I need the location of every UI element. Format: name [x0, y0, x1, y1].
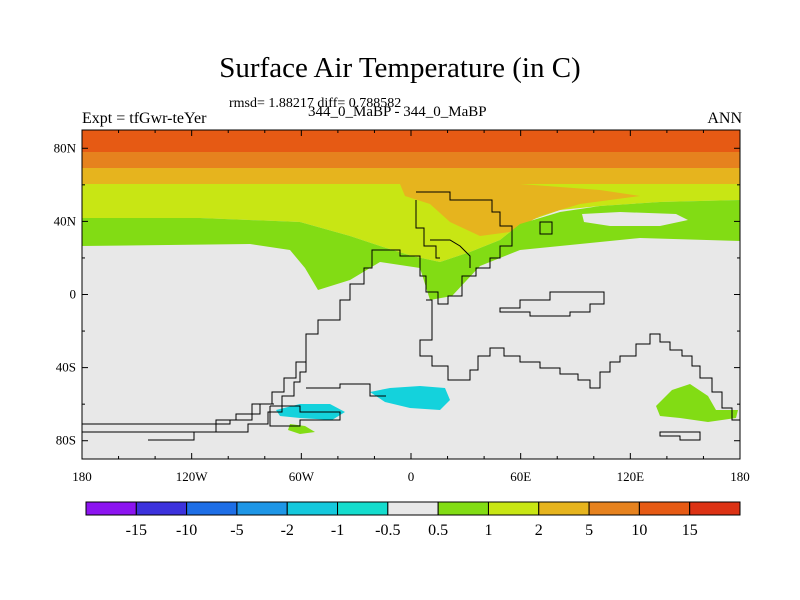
experiment-label: Expt = tfGwr-teYer: [82, 110, 207, 127]
colorbar-label: 10: [631, 522, 647, 539]
colorbar-label: -5: [230, 522, 243, 539]
y-tick-label: 80S: [56, 433, 76, 448]
colorbar-box: [85, 501, 137, 516]
colorbar-box: [337, 501, 389, 516]
colorbar-label: 0.5: [428, 522, 448, 539]
y-tick-label: 0: [70, 287, 77, 302]
colorbar-label: 1: [484, 522, 492, 539]
band-2-orange-patch: [400, 184, 640, 236]
x-tick-label: 120W: [176, 469, 209, 484]
coastline-10: [539, 221, 553, 235]
colorbar-box: [437, 501, 489, 516]
colorbar-label: 5: [585, 522, 593, 539]
y-tick-label: 40N: [54, 213, 77, 228]
colorbar-label: -0.5: [375, 522, 400, 539]
colorbar-box: [638, 501, 691, 516]
colorbar-box: [588, 501, 640, 516]
colorbar-label: -1: [331, 522, 344, 539]
colorbar-label: 2: [535, 522, 543, 539]
comparison-label: 344_0_MaBP - 344_0_MaBP: [308, 104, 487, 120]
band-5: [82, 168, 740, 186]
coastline-7: [306, 383, 386, 397]
colorbar-box: [186, 501, 238, 516]
colorbar-box: [487, 501, 540, 516]
colorbar: -15 -10 -5 -2 -1 -0.5 0.5 1 2 5 10 15: [85, 501, 741, 539]
coastline-2: [430, 239, 471, 268]
y-tick-label: 80N: [54, 140, 77, 155]
coastline-6: [148, 403, 274, 441]
coastlines: [81, 191, 740, 441]
y-tick-label: 40S: [56, 360, 76, 375]
chart-title: Surface Air Temperature (in C): [219, 52, 581, 84]
coastline-8: [659, 431, 701, 441]
x-tick-label: 0: [408, 469, 415, 484]
colorbar-label: -2: [281, 522, 294, 539]
colorbar-label: -15: [126, 522, 147, 539]
band-1: [82, 200, 740, 300]
map-plot: [82, 130, 740, 459]
colorbar-box: [286, 501, 339, 516]
axes: 180 120W 60W 0 60E 120E 180 80N 40N 0 40S 80S: [54, 130, 750, 484]
x-tick-label: 180: [72, 469, 92, 484]
cool-anomaly: [370, 386, 450, 410]
coastline-5: [499, 291, 605, 317]
stats-label: rmsd= 1.88217 diff= 0.788582: [229, 96, 402, 111]
coastline-4: [419, 299, 740, 421]
coastline-3: [415, 200, 440, 259]
band-10: [82, 152, 740, 170]
colorbar-box: [135, 501, 188, 516]
warm-patch-east: [582, 212, 688, 226]
colorbar-box: [689, 501, 741, 516]
x-tick-label: 120E: [617, 469, 645, 484]
x-tick-label: 180: [730, 469, 750, 484]
coastline-1: [81, 191, 513, 433]
x-tick-label: 60W: [289, 469, 315, 484]
green-south-australia: [656, 384, 738, 422]
season-label: ANN: [707, 110, 742, 127]
x-tick-label: 60E: [510, 469, 531, 484]
colorbar-label: 15: [682, 522, 698, 539]
colorbar-box: [387, 501, 439, 516]
coastline-9: [269, 405, 341, 427]
colorbar-box: [236, 501, 288, 516]
colorbar-box: [538, 501, 590, 516]
colorbar-label: -10: [176, 522, 197, 539]
